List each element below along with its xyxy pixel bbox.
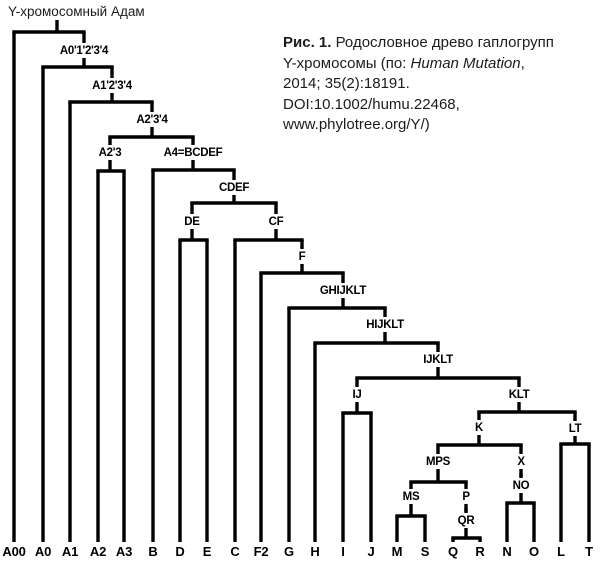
caption-line: DOI:10.1002/humu.22468, bbox=[283, 95, 595, 116]
caption-segment: , bbox=[520, 54, 525, 72]
caption-line: Y-хромосомы (по: Human Mutation, bbox=[283, 54, 595, 75]
caption-segment: Родословное древо гаплогрупп bbox=[331, 34, 554, 51]
caption-line: www.phylotree.org/Y/) bbox=[283, 115, 595, 136]
caption-segment: www.phylotree.org/Y/) bbox=[283, 116, 430, 133]
caption-segment: Human Mutation bbox=[410, 54, 521, 72]
root-node-label: Y-хромосомный Адам bbox=[8, 4, 145, 19]
caption-segment: DOI:10.1002/humu.22468, bbox=[283, 95, 460, 113]
caption-segment: 2014; 35(2):18191. bbox=[283, 75, 410, 92]
caption-line: Рис. 1. Родословное древо гаплогрупп bbox=[283, 33, 595, 54]
caption-line: 2014; 35(2):18191. bbox=[283, 74, 595, 95]
figure-caption: Рис. 1. Родословное древо гаплогрупп Y-хр… bbox=[283, 33, 595, 136]
caption-segment: Y-хромосомы (по: bbox=[283, 54, 411, 72]
caption-segment: Рис. 1. bbox=[283, 34, 332, 51]
